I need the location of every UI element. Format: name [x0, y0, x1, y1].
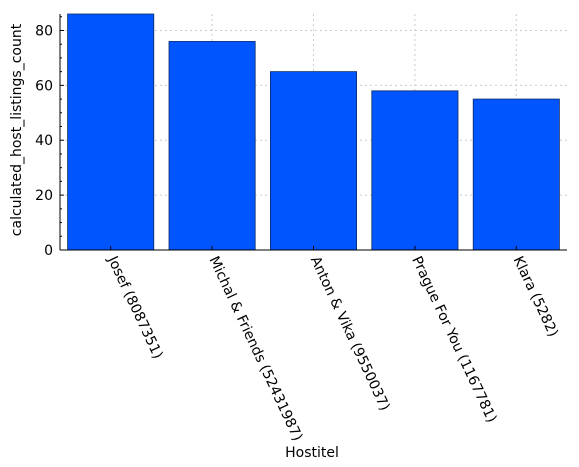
- x-tick-labels: Josef (8087351) Michal & Friends (5243198…: [104, 253, 561, 444]
- x-tick-label: Prague For You (1167781): [408, 254, 499, 425]
- y-tick-label: 20: [35, 188, 53, 204]
- axes: [59, 14, 567, 251]
- bar: [371, 90, 459, 251]
- bar: [168, 41, 256, 251]
- bar: [67, 13, 155, 251]
- x-tick-label: Klara (5282): [510, 254, 561, 340]
- x-tick-label: Josef (8087351): [104, 253, 166, 362]
- bars: [67, 13, 560, 251]
- y-tick-label: 0: [44, 243, 53, 259]
- y-axis-title: calculated_host_listings_count: [9, 23, 25, 236]
- y-tick-label: 80: [35, 23, 53, 39]
- x-axis-title: Hostitel: [285, 445, 339, 461]
- x-tick-label: Michal & Friends (52431987): [205, 254, 305, 444]
- y-tick-labels: 0 20 40 60 80: [35, 23, 53, 259]
- x-tick-label: Anton & Vika (9550037): [307, 254, 393, 414]
- bar: [472, 98, 560, 251]
- y-tick-label: 60: [35, 78, 53, 94]
- bar: [270, 71, 357, 251]
- y-tick-label: 40: [35, 133, 53, 149]
